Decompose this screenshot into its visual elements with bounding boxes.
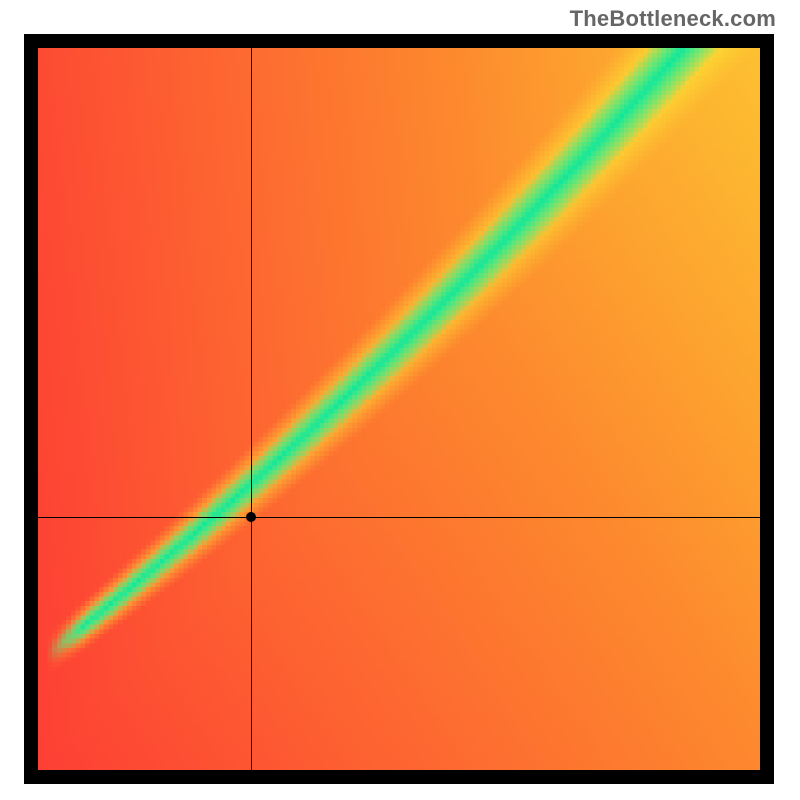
heatmap-canvas	[24, 34, 774, 784]
chart-frame	[24, 34, 774, 784]
crosshair-vertical	[251, 34, 252, 784]
watermark-text: TheBottleneck.com	[570, 6, 776, 32]
crosshair-horizontal	[24, 517, 774, 518]
